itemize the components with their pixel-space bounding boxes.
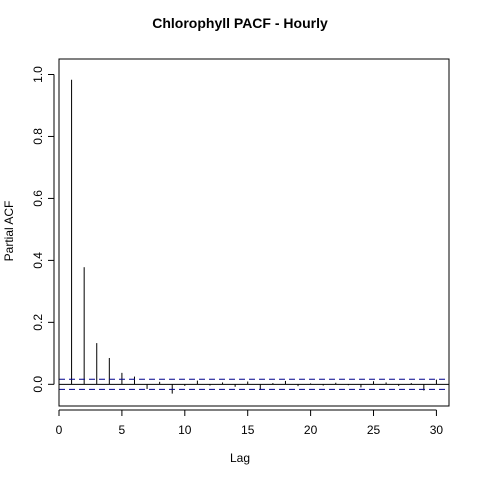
y-tick-label-0.6: 0.6 <box>31 190 45 207</box>
plot-frame <box>58 58 450 407</box>
x-axis-label: Lag <box>229 451 251 465</box>
y-tick-label-0.4: 0.4 <box>31 252 45 269</box>
x-tick-label-30: 30 <box>430 423 444 437</box>
x-tick-label-0: 0 <box>56 423 63 437</box>
x-tick-label-5: 5 <box>119 423 126 437</box>
x-tick-label-25: 25 <box>367 423 381 437</box>
x-tick-label-10: 10 <box>178 423 192 437</box>
y-tick-label-0.8: 0.8 <box>31 128 45 145</box>
x-tick-label-20: 20 <box>304 423 318 437</box>
bars-layer <box>71 79 437 394</box>
y-tick-label-0.0: 0.0 <box>31 376 45 393</box>
y-tick-label-0.2: 0.2 <box>31 314 45 331</box>
axes-layer: 0 5 10 15 20 25 30 0.0 0.2 0.4 0.6 0.8 1.0 <box>31 58 450 437</box>
x-tick-label-15: 15 <box>241 423 255 437</box>
reference-lines-layer <box>59 378 449 390</box>
y-tick-label-1.0: 1.0 <box>31 66 45 83</box>
chart-title: Chlorophyll PACF - Hourly <box>152 15 328 31</box>
